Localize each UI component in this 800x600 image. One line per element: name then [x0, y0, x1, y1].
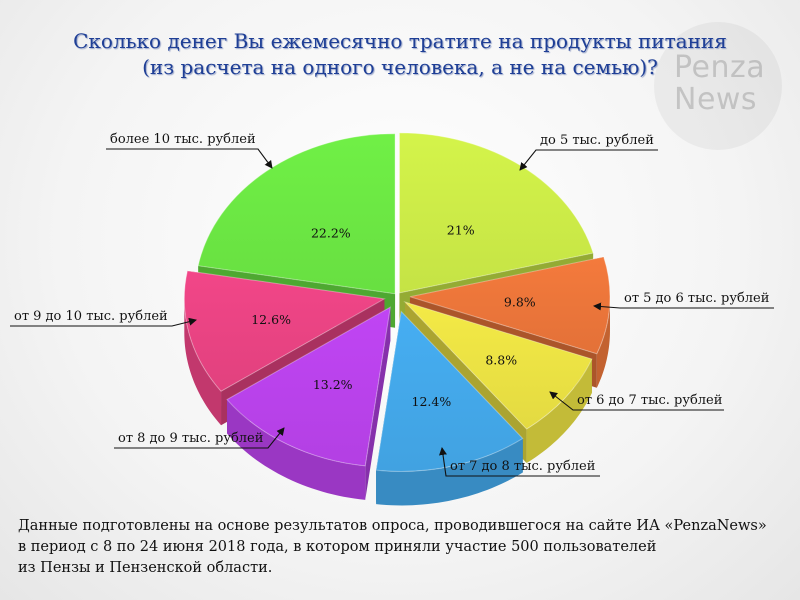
pie-slice-6	[197, 133, 396, 295]
pie-slice-2	[403, 300, 593, 430]
callout-line-2	[549, 391, 724, 411]
pie-slice-side-1	[596, 296, 610, 388]
pie-slice-side-4	[227, 399, 366, 500]
callout-label-1: от 5 до 6 тыс. рублей	[624, 291, 769, 306]
pie-slice-5	[183, 270, 386, 392]
pie-value-label-6: 22.2%	[311, 225, 351, 240]
pie-value-label-0: 21%	[447, 223, 475, 238]
footnote: Данные подготовлены на основе результато…	[18, 516, 788, 579]
penzanews-watermark: Penza News	[654, 22, 782, 150]
footnote-line-2: в период с 8 по 24 июня 2018 года, в кот…	[18, 539, 657, 555]
pie-callouts: до 5 тыс. рублей от 5 до 6 тыс. рублей от …	[10, 132, 774, 477]
chart-title-line-1: Сколько денег Вы ежемесячно тратите на п…	[73, 29, 727, 53]
callout-label-0: до 5 тыс. рублей	[540, 133, 654, 148]
footnote-line-1: Данные подготовлены на основе результато…	[18, 518, 767, 534]
pie-slice-wall-4-0	[365, 307, 391, 500]
pie-slice-1	[409, 256, 611, 355]
footnote-line-3: из Пензы и Пензенской области.	[18, 560, 273, 576]
callout-line-3	[439, 447, 600, 477]
pie-slice-side-2	[526, 359, 592, 464]
callout-line-1	[593, 302, 774, 311]
pie-value-label-4: 13.2%	[313, 377, 353, 392]
pie-slice-side-5	[184, 298, 222, 426]
pie-value-labels: 21% 9.8% 8.8% 12.4% 13.2% 12.6% 22.2%	[251, 223, 536, 409]
chart-title: Сколько денег Вы ежемесячно тратите на п…	[40, 28, 760, 80]
chart-title-line-2: (из расчета на одного человека, а не на …	[142, 55, 658, 79]
callout-label-3: от 7 до 8 тыс. рублей	[450, 459, 595, 474]
watermark-line-1: Penza	[674, 50, 766, 85]
pie-value-label-3: 12.4%	[412, 394, 452, 409]
callout-label-4: от 8 до 9 тыс. рублей	[118, 431, 263, 446]
pie-tops	[183, 132, 611, 472]
callout-label-6: более 10 тыс. рублей	[110, 132, 256, 147]
callout-label-5: от 9 до 10 тыс. рублей	[14, 309, 168, 324]
pie-value-label-2: 8.8%	[485, 352, 517, 367]
callout-label-2: от 6 до 7 тыс. рублей	[577, 393, 722, 408]
pie-value-label-5: 12.6%	[251, 312, 291, 327]
pie-slice-4	[226, 306, 391, 467]
callout-line-5	[10, 317, 197, 327]
pie-value-label-1: 9.8%	[504, 295, 536, 310]
callout-line-6	[106, 148, 273, 169]
callout-line-0	[519, 149, 658, 171]
pie-slice-side-3	[376, 438, 523, 506]
callout-line-4	[114, 427, 285, 449]
watermark-line-2: News	[674, 82, 758, 117]
pie-slice-3	[375, 310, 524, 472]
